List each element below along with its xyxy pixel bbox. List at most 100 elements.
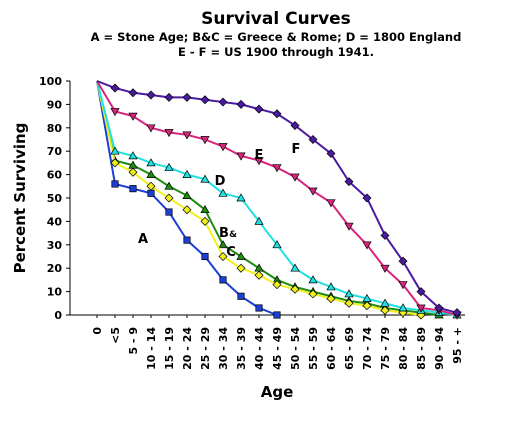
- data-point-F: [416, 287, 426, 297]
- curve-label-F: F: [292, 142, 301, 157]
- x-tick-label: 25 - 29: [199, 327, 212, 370]
- data-point-D: [164, 162, 174, 171]
- data-point-F: [398, 256, 408, 266]
- data-point-F: [290, 120, 300, 130]
- series-A: [96, 80, 281, 319]
- data-point-A: [219, 276, 227, 284]
- curve-label-ampersand: &: [229, 230, 237, 240]
- data-point-A: [111, 180, 119, 188]
- data-point-D: [290, 263, 300, 272]
- series-B: [96, 80, 444, 319]
- data-point-F: [146, 90, 156, 100]
- data-point-F: [344, 177, 354, 187]
- x-axis-title: Age: [261, 383, 294, 401]
- x-tick-label: <5: [109, 327, 122, 344]
- data-point-F: [128, 88, 138, 98]
- data-point-E: [398, 281, 408, 290]
- data-point-F: [452, 308, 462, 318]
- curve-label-A: A: [138, 232, 148, 247]
- data-point-F: [110, 83, 120, 93]
- y-tick-label: 40: [47, 215, 63, 228]
- x-tick-label: 15 - 19: [163, 327, 176, 370]
- data-point-C: [128, 167, 138, 177]
- chart-title: Survival Curves: [201, 9, 351, 29]
- series-C: [96, 80, 426, 320]
- series-F: [96, 80, 462, 318]
- y-tick-label: 70: [47, 145, 63, 158]
- x-tick-label: 75 - 79: [379, 327, 392, 370]
- data-point-C: [344, 298, 354, 308]
- x-tick-label: 85 - 89: [415, 327, 428, 370]
- data-point-E: [254, 157, 264, 166]
- x-tick-label: 55 - 59: [307, 327, 320, 370]
- data-point-F: [200, 95, 210, 105]
- x-tick-label: 60 - 64: [325, 327, 338, 370]
- y-tick-label: 90: [47, 98, 63, 111]
- data-point-A: [129, 185, 137, 193]
- data-point-D: [218, 188, 228, 197]
- data-point-F: [182, 92, 192, 102]
- y-tick-label: 30: [47, 239, 63, 252]
- data-point-A: [201, 252, 209, 261]
- data-point-C: [110, 158, 120, 168]
- x-tick-label: 20 - 24: [181, 327, 194, 370]
- data-point-E: [416, 304, 426, 313]
- data-point-F: [272, 109, 282, 119]
- data-point-E: [128, 112, 138, 121]
- data-point-F: [254, 104, 264, 114]
- data-point-B: [218, 240, 228, 249]
- data-point-C: [218, 252, 228, 261]
- data-point-B: [236, 251, 246, 260]
- x-tick-label: 50 - 54: [289, 327, 302, 370]
- series-D: [96, 80, 462, 319]
- data-point-E: [236, 152, 246, 161]
- data-point-E: [200, 136, 210, 145]
- y-tick-label: 10: [47, 286, 63, 299]
- data-point-E: [110, 108, 120, 117]
- data-point-E: [362, 241, 372, 250]
- x-tick-label: 35 - 39: [235, 327, 248, 370]
- data-point-C: [362, 301, 372, 311]
- data-point-E: [146, 124, 156, 133]
- data-point-C: [146, 181, 156, 191]
- data-point-A: [273, 311, 281, 319]
- data-point-F: [308, 135, 318, 144]
- data-point-E: [344, 222, 354, 231]
- data-point-D: [362, 293, 372, 302]
- x-tick-label: 70 - 74: [361, 327, 374, 370]
- data-point-B: [182, 190, 192, 200]
- x-tick-label: 10 - 14: [145, 327, 158, 370]
- data-point-C: [290, 284, 300, 294]
- data-point-F: [326, 149, 336, 159]
- data-point-D: [326, 282, 336, 291]
- curve-label-D: D: [215, 174, 226, 189]
- curve-label-C: C: [226, 245, 236, 260]
- data-point-F: [362, 193, 372, 203]
- data-point-A: [237, 292, 245, 300]
- data-point-C: [164, 193, 174, 203]
- data-point-E: [164, 129, 174, 138]
- data-point-E: [182, 131, 192, 140]
- x-tick-label: 30 - 34: [217, 327, 230, 370]
- data-point-A: [183, 236, 191, 244]
- data-point-B: [164, 181, 174, 190]
- y-tick-label: 100: [39, 75, 62, 88]
- x-tick-label: 5 - 9: [127, 327, 140, 355]
- y-tick-label: 60: [47, 169, 63, 182]
- data-point-E: [308, 187, 318, 196]
- data-point-D: [308, 275, 318, 284]
- data-point-E: [380, 264, 390, 273]
- data-point-D: [128, 151, 138, 160]
- data-point-A: [165, 208, 173, 216]
- data-point-D: [146, 158, 156, 167]
- data-point-E: [290, 173, 300, 182]
- data-point-F: [434, 303, 444, 313]
- x-tick-label: 0: [91, 327, 104, 335]
- data-point-F: [380, 230, 390, 240]
- data-point-C: [272, 280, 282, 290]
- data-point-F: [218, 97, 228, 107]
- x-tick-label: 95 - +: [451, 327, 464, 364]
- data-point-A: [147, 189, 155, 197]
- data-point-C: [200, 216, 210, 226]
- data-point-F: [236, 99, 246, 109]
